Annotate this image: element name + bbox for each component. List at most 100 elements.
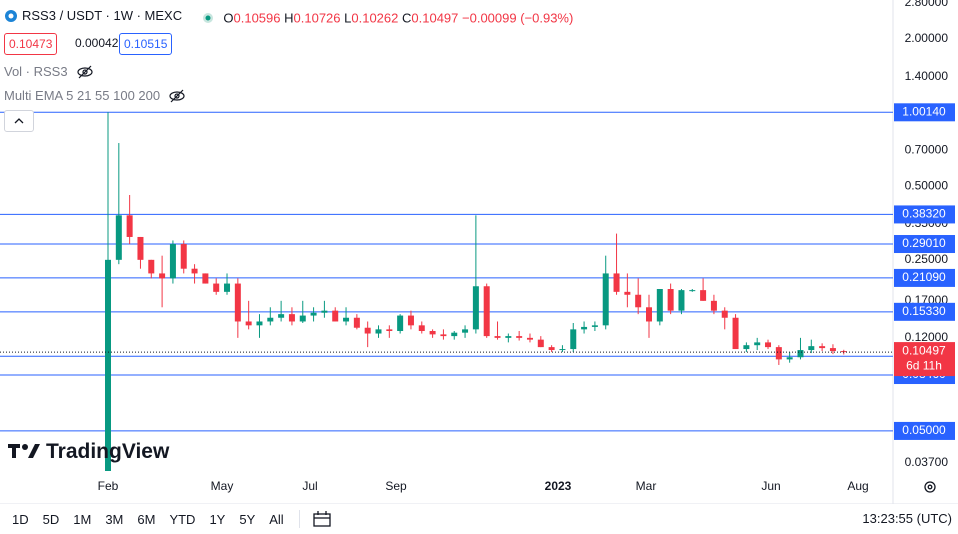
timeframe-5d[interactable]: 5D <box>42 511 60 527</box>
rss3-logo-icon <box>5 9 17 22</box>
candle[interactable] <box>245 300 252 330</box>
candle-body <box>105 259 111 471</box>
candle[interactable] <box>288 307 295 326</box>
candle[interactable] <box>819 343 826 352</box>
candle[interactable] <box>126 195 133 245</box>
timeframe-1y[interactable]: 1Y <box>209 511 226 527</box>
candle[interactable] <box>786 352 793 363</box>
timeframe-3m[interactable]: 3M <box>105 511 124 527</box>
collapse-legend-button[interactable] <box>4 110 34 132</box>
eye-crossed-icon[interactable] <box>168 89 186 103</box>
candle[interactable] <box>159 255 166 308</box>
candle[interactable] <box>483 283 490 338</box>
candle[interactable] <box>537 336 544 348</box>
change-value: −0.00099 (−0.93%) <box>462 10 574 26</box>
candle[interactable] <box>732 314 739 350</box>
candle[interactable] <box>613 233 620 295</box>
timeframe-6m[interactable]: 6M <box>137 511 156 527</box>
utc-clock[interactable]: 13:23:55 (UTC) <box>862 511 952 526</box>
candle[interactable] <box>775 345 782 365</box>
candle[interactable] <box>808 339 815 354</box>
candle[interactable] <box>407 310 414 330</box>
candle[interactable] <box>343 307 350 326</box>
price-chart[interactable]: 2.800002.000001.400000.700000.500000.350… <box>0 0 958 504</box>
candle[interactable] <box>451 331 458 340</box>
candle[interactable] <box>700 278 707 301</box>
candle[interactable] <box>234 278 241 338</box>
candle[interactable] <box>353 314 360 330</box>
candle[interactable] <box>624 273 631 308</box>
candle[interactable] <box>602 255 609 330</box>
candle[interactable] <box>516 331 523 341</box>
buy-price-button[interactable]: 0.10515 <box>119 33 173 55</box>
candle-body <box>721 310 728 318</box>
candle[interactable] <box>743 342 750 353</box>
candle-body <box>169 244 176 279</box>
candle[interactable] <box>256 314 263 338</box>
candle[interactable] <box>646 294 652 338</box>
candle[interactable] <box>299 300 306 324</box>
candle[interactable] <box>105 112 111 471</box>
candle[interactable] <box>829 344 836 355</box>
candle[interactable] <box>689 289 696 292</box>
eye-crossed-icon[interactable] <box>76 65 94 79</box>
candle[interactable] <box>278 300 285 322</box>
timeframe-1m[interactable]: 1M <box>73 511 92 527</box>
timeframe-all[interactable]: All <box>269 511 284 527</box>
horizontal-lines <box>0 111 893 432</box>
candle-body <box>808 346 815 351</box>
candle[interactable] <box>397 314 404 334</box>
candle[interactable] <box>765 339 772 350</box>
timeframe-ytd[interactable]: YTD <box>169 511 196 527</box>
candle[interactable] <box>310 307 317 322</box>
candle[interactable] <box>267 307 274 326</box>
candle[interactable] <box>678 289 685 315</box>
candle-body <box>537 339 544 348</box>
candle[interactable] <box>375 325 382 338</box>
candle-body <box>494 336 501 338</box>
candle[interactable] <box>591 321 598 332</box>
symbol-legend: RSS3 / USDT · 1W · MEXC O0.10596 H0.1072… <box>4 8 573 26</box>
candle[interactable] <box>526 333 533 343</box>
candle[interactable] <box>115 143 122 265</box>
candle[interactable] <box>364 321 371 348</box>
candle[interactable] <box>148 259 155 279</box>
candle[interactable] <box>667 283 674 315</box>
candle[interactable] <box>559 345 566 353</box>
candle[interactable] <box>169 240 176 284</box>
candle[interactable] <box>635 278 642 315</box>
date-range-icon[interactable] <box>312 510 332 528</box>
sell-price-button[interactable]: 0.10473 <box>4 33 58 55</box>
timeframe-1d[interactable]: 1D <box>12 511 29 527</box>
candle[interactable] <box>462 325 469 338</box>
candle[interactable] <box>332 307 339 322</box>
candle[interactable] <box>191 264 198 284</box>
timeframe-5y[interactable]: 5Y <box>239 511 256 527</box>
candle[interactable] <box>797 337 804 360</box>
candle[interactable] <box>754 337 761 351</box>
candle[interactable] <box>581 321 588 334</box>
candle[interactable] <box>472 215 479 334</box>
candle[interactable] <box>224 273 231 295</box>
candle[interactable] <box>656 289 663 326</box>
settings-gear-icon[interactable] <box>924 481 936 493</box>
candle[interactable] <box>710 294 717 315</box>
candle[interactable] <box>202 273 209 284</box>
candle[interactable] <box>570 323 577 353</box>
candle[interactable] <box>321 300 328 318</box>
symbol-name[interactable]: RSS3 / USDT · 1W · MEXC <box>22 8 183 23</box>
volume-indicator[interactable]: Vol · RSS3 <box>4 64 94 79</box>
candle[interactable] <box>386 325 393 338</box>
candle[interactable] <box>180 240 187 274</box>
candle[interactable] <box>137 236 144 269</box>
candle-body <box>278 314 285 318</box>
candle[interactable] <box>505 333 512 343</box>
ema-indicator[interactable]: Multi EMA 5 21 55 100 200 <box>4 88 186 103</box>
candle[interactable] <box>213 278 220 295</box>
candle[interactable] <box>429 329 436 338</box>
candle[interactable] <box>440 329 447 340</box>
candle[interactable] <box>548 345 555 353</box>
candle[interactable] <box>418 321 425 334</box>
candle[interactable] <box>494 321 501 340</box>
candle[interactable] <box>721 307 728 330</box>
